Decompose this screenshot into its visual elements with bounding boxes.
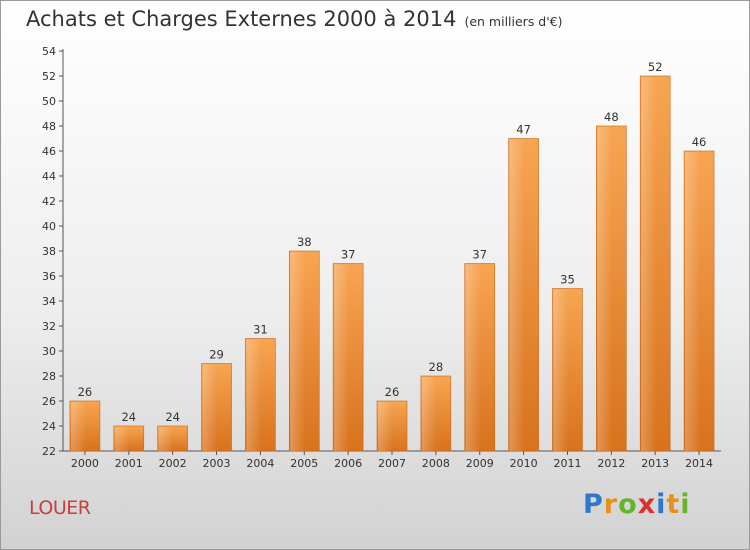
- bar-highlight: [553, 289, 569, 451]
- bar-highlight: [114, 427, 130, 451]
- x-tick-label: 2014: [685, 457, 713, 470]
- y-tick-label: 52: [42, 70, 56, 83]
- x-tick-label: 2004: [246, 457, 274, 470]
- y-tick-label: 38: [42, 245, 56, 258]
- bar-value-label: 37: [341, 248, 356, 262]
- bar-highlight: [597, 127, 613, 451]
- bar-value-label: 24: [121, 410, 136, 424]
- bar-value-label: 26: [78, 385, 93, 399]
- bar-highlight: [378, 402, 393, 451]
- y-tick-label: 48: [42, 120, 56, 133]
- y-tick-label: 50: [42, 95, 56, 108]
- bar-highlight: [465, 264, 481, 451]
- bar-highlight: [685, 152, 701, 451]
- x-tick-label: 2010: [510, 457, 538, 470]
- x-tick-label: 2000: [71, 457, 99, 470]
- y-tick-label: 28: [42, 370, 56, 383]
- y-tick-label: 30: [42, 345, 56, 358]
- town-name: LOUER: [29, 497, 91, 519]
- bar-highlight: [641, 77, 657, 451]
- bar-value-label: 46: [692, 135, 707, 149]
- bar-value-label: 48: [604, 110, 619, 124]
- x-tick-label: 2005: [290, 457, 318, 470]
- bar-highlight: [421, 377, 437, 451]
- y-tick-label: 26: [42, 395, 56, 408]
- x-tick-label: 2011: [553, 457, 581, 470]
- bar-value-label: 29: [209, 348, 224, 362]
- x-tick-label: 2009: [466, 457, 494, 470]
- y-tick-label: 22: [42, 445, 56, 458]
- bar-highlight: [246, 339, 262, 451]
- y-tick-label: 46: [42, 145, 56, 158]
- bar-value-label: 28: [429, 360, 444, 374]
- bar-highlight: [202, 364, 218, 451]
- x-tick-label: 2007: [378, 457, 406, 470]
- y-tick-label: 54: [42, 45, 56, 58]
- y-tick-label: 24: [42, 420, 56, 433]
- y-tick-label: 40: [42, 220, 56, 233]
- bar-value-label: 52: [648, 60, 663, 74]
- bar-value-label: 38: [297, 235, 312, 249]
- bar-highlight: [334, 264, 350, 451]
- y-tick-label: 44: [42, 170, 56, 183]
- bar-highlight: [509, 139, 525, 451]
- proxiti-logo: Proxiti: [583, 489, 691, 520]
- chart-title: Achats et Charges Externes 2000 à 2014 (e…: [26, 7, 563, 31]
- x-tick-label: 2013: [641, 457, 669, 470]
- y-tick-label: 42: [42, 195, 56, 208]
- x-tick-label: 2012: [597, 457, 625, 470]
- axes: 22 24 26 28 30 32 34 36 38 40 42 44 46 48 50 52 54 2000 20…: [42, 45, 721, 470]
- bar-value-label: 37: [472, 248, 487, 262]
- bar-value-label: 35: [560, 273, 575, 287]
- bar-value-label: 31: [253, 323, 268, 337]
- x-tick-label: 2003: [203, 457, 231, 470]
- y-tick-label: 36: [42, 270, 56, 283]
- bar-value-label: 26: [385, 385, 400, 399]
- bar-value-label: 47: [516, 123, 531, 137]
- y-tick-label: 32: [42, 320, 56, 333]
- x-tick-label: 2002: [159, 457, 187, 470]
- x-tick-label: 2001: [115, 457, 143, 470]
- bar-highlight: [158, 427, 174, 451]
- bar-value-label: 24: [165, 410, 180, 424]
- chart-title-text: Achats et Charges Externes 2000 à 2014: [26, 7, 457, 31]
- bars: 26 24 24 29 31 38 37 26 28 37 47 35 48 52 46: [69, 60, 715, 452]
- x-tick-label: 2006: [334, 457, 362, 470]
- y-tick-label: 34: [42, 295, 56, 308]
- chart-subtitle: (en milliers d'€): [464, 14, 563, 29]
- bar-highlight: [70, 402, 86, 451]
- x-tick-label: 2008: [422, 457, 450, 470]
- bar-highlight: [290, 252, 306, 451]
